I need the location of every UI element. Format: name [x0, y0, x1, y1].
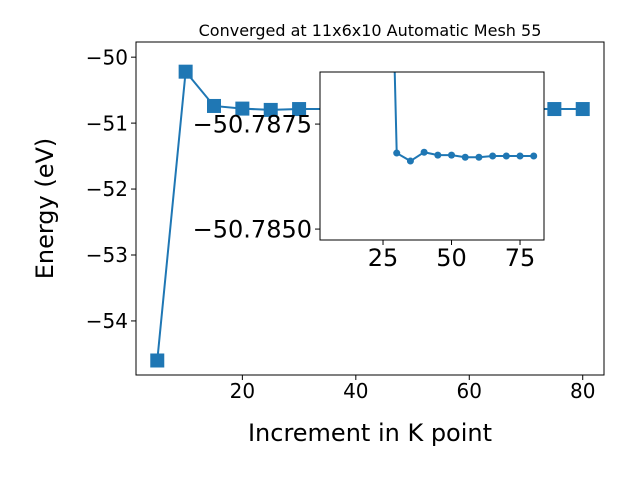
marker [406, 157, 414, 165]
marker [292, 102, 307, 117]
marker [461, 153, 469, 161]
y-tick-label: −50 [86, 45, 128, 69]
y-tick-label: −50.7875 [193, 111, 312, 139]
x-tick-label: 60 [457, 379, 482, 403]
x-tick-label: 20 [230, 379, 255, 403]
marker [235, 101, 250, 116]
y-axis-label: Energy (eV) [31, 138, 59, 280]
y-tick-label: −50.7850 [193, 216, 312, 244]
marker [547, 102, 562, 117]
marker [475, 153, 483, 161]
x-tick-label: 50 [436, 244, 467, 272]
plot-frame [319, 71, 545, 241]
y-tick-label: −52 [86, 177, 128, 201]
marker [516, 152, 524, 160]
x-tick-label: 25 [368, 244, 399, 272]
marker [150, 353, 165, 368]
marker [263, 102, 278, 117]
x-tick-label: 80 [570, 379, 595, 403]
marker [489, 152, 497, 160]
marker [420, 148, 428, 156]
plot-content [393, 72, 538, 165]
plot-frame [135, 41, 605, 376]
y-tick-label: −54 [86, 309, 128, 333]
marker [530, 152, 538, 160]
x-axis-label: Increment in K point [248, 419, 492, 447]
marker [393, 149, 401, 157]
marker [178, 64, 193, 79]
y-tick-label: −51 [86, 111, 128, 135]
marker [207, 98, 221, 113]
marker [575, 102, 590, 117]
chart-title: Converged at 11x6x10 Automatic Mesh 55 [199, 21, 542, 40]
marker [448, 151, 456, 159]
y-tick-label: −53 [86, 243, 128, 267]
marker [434, 151, 442, 159]
x-tick-label: 75 [505, 244, 536, 272]
marker [502, 152, 510, 160]
x-tick-label: 40 [343, 379, 368, 403]
